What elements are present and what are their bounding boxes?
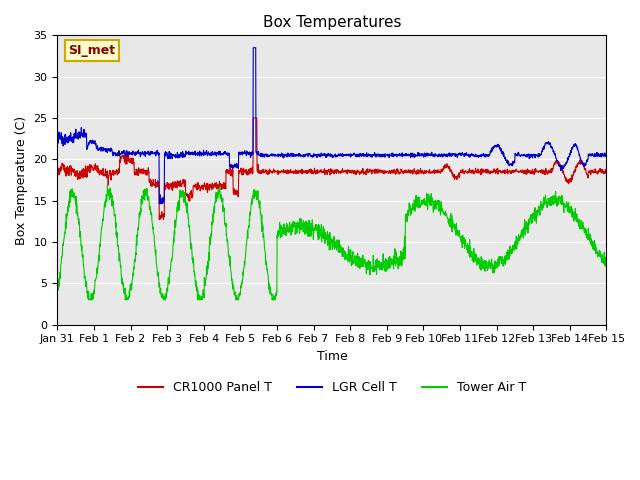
LGR Cell T bbox=[486, 148, 494, 154]
Tower Air T bbox=[81, 278, 89, 284]
CR1000 Panel T bbox=[603, 167, 611, 173]
LGR Cell T bbox=[321, 151, 329, 157]
Tower Air T bbox=[54, 287, 61, 292]
Tower Air T bbox=[307, 222, 314, 228]
Title: Box Temperatures: Box Temperatures bbox=[262, 15, 401, 30]
CR1000 Panel T bbox=[486, 168, 494, 174]
LGR Cell T bbox=[250, 45, 257, 50]
Tower Air T bbox=[486, 261, 494, 267]
LGR Cell T bbox=[54, 137, 61, 143]
Tower Air T bbox=[603, 254, 611, 260]
CR1000 Panel T bbox=[156, 216, 163, 222]
LGR Cell T bbox=[588, 153, 595, 159]
Line: LGR Cell T: LGR Cell T bbox=[58, 48, 607, 204]
LGR Cell T bbox=[156, 201, 163, 207]
Y-axis label: Box Temperature (C): Box Temperature (C) bbox=[15, 115, 28, 244]
Tower Air T bbox=[588, 241, 595, 247]
CR1000 Panel T bbox=[81, 168, 89, 174]
Line: Tower Air T: Tower Air T bbox=[58, 185, 607, 300]
Tower Air T bbox=[587, 240, 595, 246]
Tower Air T bbox=[85, 297, 93, 303]
LGR Cell T bbox=[587, 153, 595, 159]
Line: CR1000 Panel T: CR1000 Panel T bbox=[58, 118, 607, 219]
CR1000 Panel T bbox=[321, 172, 329, 178]
CR1000 Panel T bbox=[587, 172, 595, 178]
X-axis label: Time: Time bbox=[317, 350, 348, 363]
Tower Air T bbox=[104, 182, 111, 188]
CR1000 Panel T bbox=[588, 167, 595, 173]
LGR Cell T bbox=[307, 153, 314, 158]
LGR Cell T bbox=[603, 151, 611, 157]
CR1000 Panel T bbox=[54, 174, 61, 180]
Legend: CR1000 Panel T, LGR Cell T, Tower Air T: CR1000 Panel T, LGR Cell T, Tower Air T bbox=[133, 376, 531, 399]
Tower Air T bbox=[321, 240, 329, 246]
CR1000 Panel T bbox=[307, 169, 314, 175]
Text: SI_met: SI_met bbox=[68, 44, 115, 57]
CR1000 Panel T bbox=[250, 115, 257, 121]
LGR Cell T bbox=[81, 133, 89, 139]
